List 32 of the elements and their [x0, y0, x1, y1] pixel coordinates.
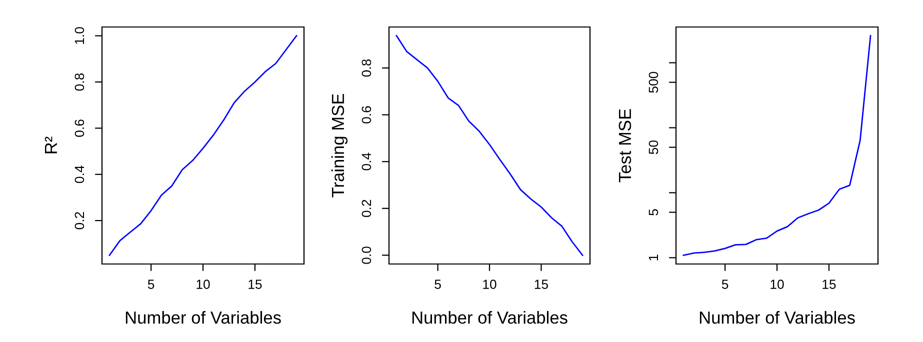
x-tick-label: 10 [770, 280, 784, 289]
x-tick-label: 15 [534, 280, 548, 289]
y-axis-title: R² [44, 136, 57, 154]
x-tick-label: 15 [822, 280, 836, 289]
y-tick-label: 5 [648, 209, 658, 216]
y-axis-title: Training MSE [331, 94, 348, 198]
y-tick-label: 0.4 [362, 152, 372, 170]
x-axis-title: Number of Variables [412, 311, 568, 324]
x-tick-label: 10 [483, 280, 496, 289]
x-axis-title: Number of Variables [126, 311, 281, 324]
y-tick-label: 0.8 [74, 73, 84, 91]
y-tick-label: 0.6 [362, 106, 372, 124]
y-tick-label: 500 [648, 72, 658, 93]
y-tick-label: 1 [648, 254, 658, 260]
y-tick-label: 0.0 [362, 246, 372, 264]
x-tick-label: 5 [434, 280, 441, 289]
x-tick-label: 5 [148, 280, 154, 289]
y-axis-title: Test MSE [618, 109, 632, 182]
x-tick-label: 10 [196, 280, 210, 289]
line-series [108, 35, 298, 256]
line-series [396, 34, 584, 256]
y-tick-label: 0.4 [74, 166, 84, 184]
y-tick-label: 0.2 [74, 212, 84, 230]
x-tick-label: 15 [248, 280, 262, 289]
y-tick-label: 0.2 [362, 200, 372, 218]
y-tick-label: 50 [648, 140, 658, 154]
x-tick-label: 5 [722, 280, 728, 289]
x-axis-title: Number of Variables [700, 311, 855, 324]
y-tick-label: 0.6 [74, 120, 84, 137]
y-tick-label: 0.8 [362, 59, 372, 77]
line-series [682, 35, 872, 256]
y-tick-label: 1.0 [74, 27, 84, 44]
